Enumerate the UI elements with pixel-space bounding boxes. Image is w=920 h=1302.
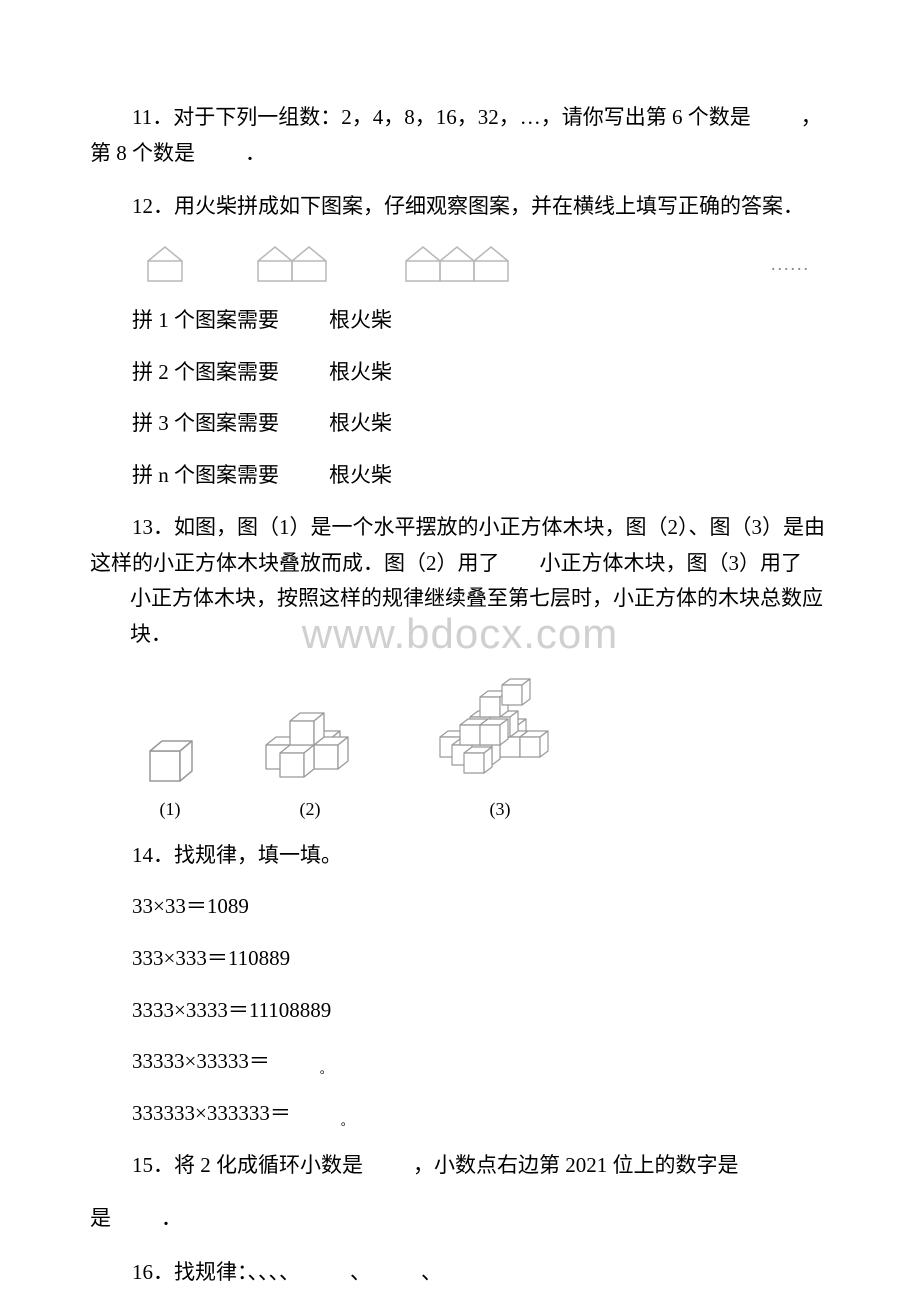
house-figure-3 bbox=[398, 243, 520, 285]
q15-paragraph-2: 是． bbox=[90, 1201, 830, 1237]
document-content: 11．对于下列一组数：2，4，8，16，32，…，请你写出第 6 个数是，第 8… bbox=[90, 100, 830, 1291]
q12-l2-b: 根火柴 bbox=[329, 360, 392, 384]
q12-line3: 拼 3 个图案需要 根火柴 bbox=[90, 406, 830, 442]
q16-text-c: 、 bbox=[421, 1260, 442, 1284]
q12-l1-a: 拼 1 个图案需要 bbox=[132, 308, 279, 332]
q12-l2-a: 拼 2 个图案需要 bbox=[132, 360, 279, 384]
q12-l1-b: 根火柴 bbox=[329, 308, 392, 332]
q14-eq4-a: 33333×33333＝ bbox=[132, 1049, 270, 1073]
q14-eq4: 33333×33333＝ 。 bbox=[90, 1044, 830, 1080]
q12-l4-b: 根火柴 bbox=[329, 463, 392, 487]
q11-text-a: 11．对于下列一组数：2，4，8，16，32，…，请你写出第 6 个数是 bbox=[132, 105, 751, 129]
q16-paragraph: 16．找规律：、、、、 、 、 bbox=[90, 1255, 830, 1291]
q12-line1: 拼 1 个图案需要 根火柴 bbox=[90, 303, 830, 339]
q12-line2: 拼 2 个图案需要 根火柴 bbox=[90, 355, 830, 391]
q15-text-a: 15．将 2 化成循环小数是 bbox=[132, 1153, 363, 1177]
q14-eq2: 333×333＝110889 bbox=[90, 941, 830, 977]
q14-eq5-b: 。 bbox=[341, 1114, 353, 1128]
q14-eq5: 333333×333333＝ 。 bbox=[90, 1096, 830, 1132]
q12-intro: 12．用火柴拼成如下图案，仔细观察图案，并在横线上填写正确的答案． bbox=[90, 189, 830, 225]
q13-text-b: 小正方体木块，图（3）用了 bbox=[540, 551, 803, 575]
cube-label-3: (3) bbox=[490, 799, 511, 820]
q12-l3-b: 根火柴 bbox=[329, 411, 392, 435]
q13-figures: (1) bbox=[90, 671, 830, 820]
q11-text-c: ． bbox=[245, 141, 266, 165]
house-figure-1 bbox=[140, 243, 190, 285]
q12-l4-a: 拼 n 个图案需要 bbox=[132, 463, 279, 487]
q11-paragraph: 11．对于下列一组数：2，4，8，16，32，…，请你写出第 6 个数是，第 8… bbox=[90, 100, 830, 171]
q14-title: 14．找规律，填一填。 bbox=[90, 838, 830, 874]
q15-text-c: ． bbox=[161, 1206, 182, 1230]
q15-text-b: ，小数点右边第 2021 位上的数字是 bbox=[413, 1153, 739, 1177]
q14-eq3: 3333×3333＝11108889 bbox=[90, 993, 830, 1029]
cube-figure-3: (3) bbox=[420, 671, 580, 820]
q12-line4: 拼 n 个图案需要 根火柴 bbox=[90, 458, 830, 494]
house-figure-2 bbox=[250, 243, 338, 285]
q13-text-d: 块． bbox=[130, 622, 172, 646]
cube-figure-1: (1) bbox=[140, 731, 200, 820]
q12-dots: ...... bbox=[771, 254, 810, 275]
q16-text-a: 16．找规律：、、、、 bbox=[132, 1260, 300, 1284]
q13-text-c: 小正方体木块，按照这样的规律继续叠至第七层时，小正方体的木块总数应 bbox=[130, 586, 823, 610]
q16-text-b: 、 bbox=[350, 1260, 371, 1284]
q12-l3-a: 拼 3 个图案需要 bbox=[132, 411, 279, 435]
cube-label-1: (1) bbox=[160, 799, 181, 820]
q14-eq4-b: 。 bbox=[320, 1063, 332, 1077]
cube-figure-2: (2) bbox=[250, 701, 370, 820]
q13-paragraph: 13．如图，图（1）是一个水平摆放的小正方体木块，图（2）、图（3）是由这样的小… bbox=[90, 510, 830, 653]
q14-eq1: 33×33＝1089 bbox=[90, 889, 830, 925]
q14-eq5-a: 333333×333333＝ bbox=[132, 1101, 291, 1125]
q12-figures: ...... bbox=[90, 243, 830, 285]
q15-paragraph: 15．将 2 化成循环小数是 ，小数点右边第 2021 位上的数字是 bbox=[90, 1148, 830, 1184]
cube-label-2: (2) bbox=[300, 799, 321, 820]
